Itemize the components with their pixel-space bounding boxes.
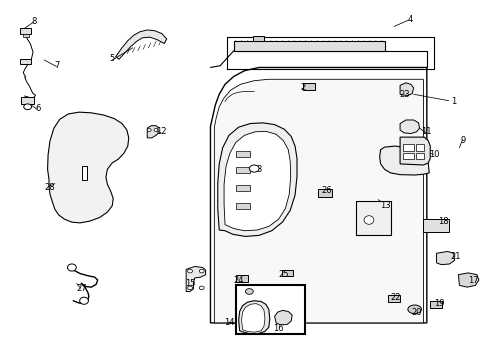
Polygon shape xyxy=(436,251,454,265)
Bar xyxy=(282,270,292,276)
Text: 4: 4 xyxy=(407,15,411,24)
Bar xyxy=(415,153,424,159)
Bar xyxy=(236,151,249,157)
Bar xyxy=(81,166,87,180)
Ellipse shape xyxy=(199,286,203,290)
Polygon shape xyxy=(186,266,205,292)
Polygon shape xyxy=(399,83,413,96)
Text: 18: 18 xyxy=(438,217,448,226)
Text: 17: 17 xyxy=(467,275,477,284)
Polygon shape xyxy=(217,123,296,237)
Text: 13: 13 xyxy=(379,201,390,210)
Bar xyxy=(415,144,424,151)
Ellipse shape xyxy=(80,297,88,304)
Bar xyxy=(402,144,413,151)
Ellipse shape xyxy=(147,129,151,131)
Polygon shape xyxy=(47,112,128,223)
Ellipse shape xyxy=(364,216,373,224)
Text: 21: 21 xyxy=(450,252,460,261)
Text: 11: 11 xyxy=(421,127,431,136)
Bar xyxy=(233,41,384,51)
Text: 2: 2 xyxy=(300,83,305,92)
Text: 28: 28 xyxy=(44,183,55,192)
Bar xyxy=(356,202,390,235)
Bar xyxy=(20,59,30,64)
Text: 1: 1 xyxy=(450,97,455,106)
Polygon shape xyxy=(210,67,426,323)
Text: 26: 26 xyxy=(321,186,332,195)
Text: 12: 12 xyxy=(156,127,167,136)
Ellipse shape xyxy=(67,264,76,271)
Text: 9: 9 xyxy=(460,136,465,145)
Text: 23: 23 xyxy=(399,90,409,99)
Bar xyxy=(318,189,331,197)
Text: 3: 3 xyxy=(256,165,261,174)
Text: 6: 6 xyxy=(35,104,41,113)
Text: 24: 24 xyxy=(233,275,244,284)
Bar xyxy=(429,301,442,308)
Bar xyxy=(20,28,30,33)
Bar xyxy=(235,285,304,334)
Ellipse shape xyxy=(24,104,31,110)
Text: 10: 10 xyxy=(428,150,439,159)
Text: 7: 7 xyxy=(55,61,60,70)
Bar xyxy=(423,219,448,232)
Text: 8: 8 xyxy=(32,17,37,26)
Ellipse shape xyxy=(154,129,158,131)
Ellipse shape xyxy=(187,269,192,273)
Polygon shape xyxy=(116,30,166,59)
Ellipse shape xyxy=(249,165,259,172)
Bar xyxy=(23,33,29,37)
Ellipse shape xyxy=(187,286,192,290)
Polygon shape xyxy=(379,146,428,175)
Text: 15: 15 xyxy=(184,279,195,288)
Text: 16: 16 xyxy=(273,324,283,333)
Ellipse shape xyxy=(245,289,253,294)
Text: 20: 20 xyxy=(411,308,422,317)
Text: 25: 25 xyxy=(278,270,288,279)
Bar xyxy=(21,97,34,104)
Bar xyxy=(253,36,264,41)
Ellipse shape xyxy=(199,269,203,273)
Polygon shape xyxy=(214,79,423,323)
Text: 5: 5 xyxy=(109,54,115,63)
Polygon shape xyxy=(224,131,290,231)
Polygon shape xyxy=(458,273,478,287)
Text: 14: 14 xyxy=(223,318,234,327)
Bar xyxy=(236,167,249,173)
Polygon shape xyxy=(147,126,158,138)
Text: 19: 19 xyxy=(433,299,443,308)
Polygon shape xyxy=(274,310,291,325)
Bar xyxy=(236,185,249,191)
Bar xyxy=(302,83,314,90)
Polygon shape xyxy=(399,120,419,134)
Bar xyxy=(235,275,247,282)
Bar xyxy=(402,153,413,159)
Polygon shape xyxy=(399,137,429,165)
Polygon shape xyxy=(241,303,264,332)
Bar xyxy=(387,295,399,302)
Ellipse shape xyxy=(407,305,421,314)
Text: 22: 22 xyxy=(389,293,400,302)
Text: 27: 27 xyxy=(76,284,87,293)
Polygon shape xyxy=(238,301,269,334)
Bar xyxy=(236,203,249,208)
